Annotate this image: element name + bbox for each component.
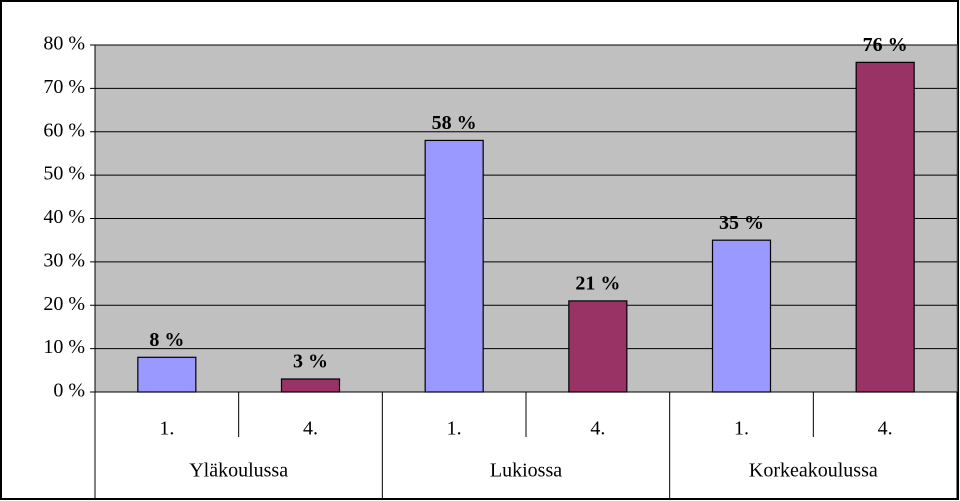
bar	[137, 356, 197, 393]
bar	[855, 61, 915, 393]
y-tick-label: 40 %	[43, 206, 85, 228]
y-tick-label: 70 %	[43, 76, 85, 98]
value-label: 76 %	[863, 34, 908, 56]
group-label: Lukiossa	[490, 460, 562, 482]
x-tick-label: 4.	[303, 418, 318, 440]
y-tick-label: 60 %	[43, 119, 85, 141]
bar	[424, 139, 484, 393]
value-label: 8 %	[149, 329, 184, 351]
value-label: 21 %	[575, 273, 620, 295]
x-tick-label: 1.	[447, 418, 462, 440]
x-tick-label: 4.	[590, 418, 605, 440]
value-label: 3 %	[293, 351, 328, 373]
bar	[711, 239, 772, 393]
bar	[568, 300, 628, 393]
y-tick-label: 80 %	[43, 33, 85, 55]
x-tick-label: 1.	[734, 418, 749, 440]
value-label: 58 %	[432, 112, 477, 134]
y-tick-label: 0 %	[53, 380, 85, 402]
group-label: Korkeakoulussa	[749, 460, 878, 482]
y-tick-label: 50 %	[43, 163, 85, 185]
y-tick-label: 30 %	[43, 249, 85, 271]
x-tick-label: 1.	[159, 418, 174, 440]
bar	[280, 378, 341, 393]
y-tick-label: 10 %	[43, 336, 85, 358]
value-label: 35 %	[719, 212, 764, 234]
y-tick-label: 20 %	[43, 293, 85, 315]
x-tick-label: 4.	[878, 418, 893, 440]
group-label: Yläkoulussa	[189, 460, 288, 482]
